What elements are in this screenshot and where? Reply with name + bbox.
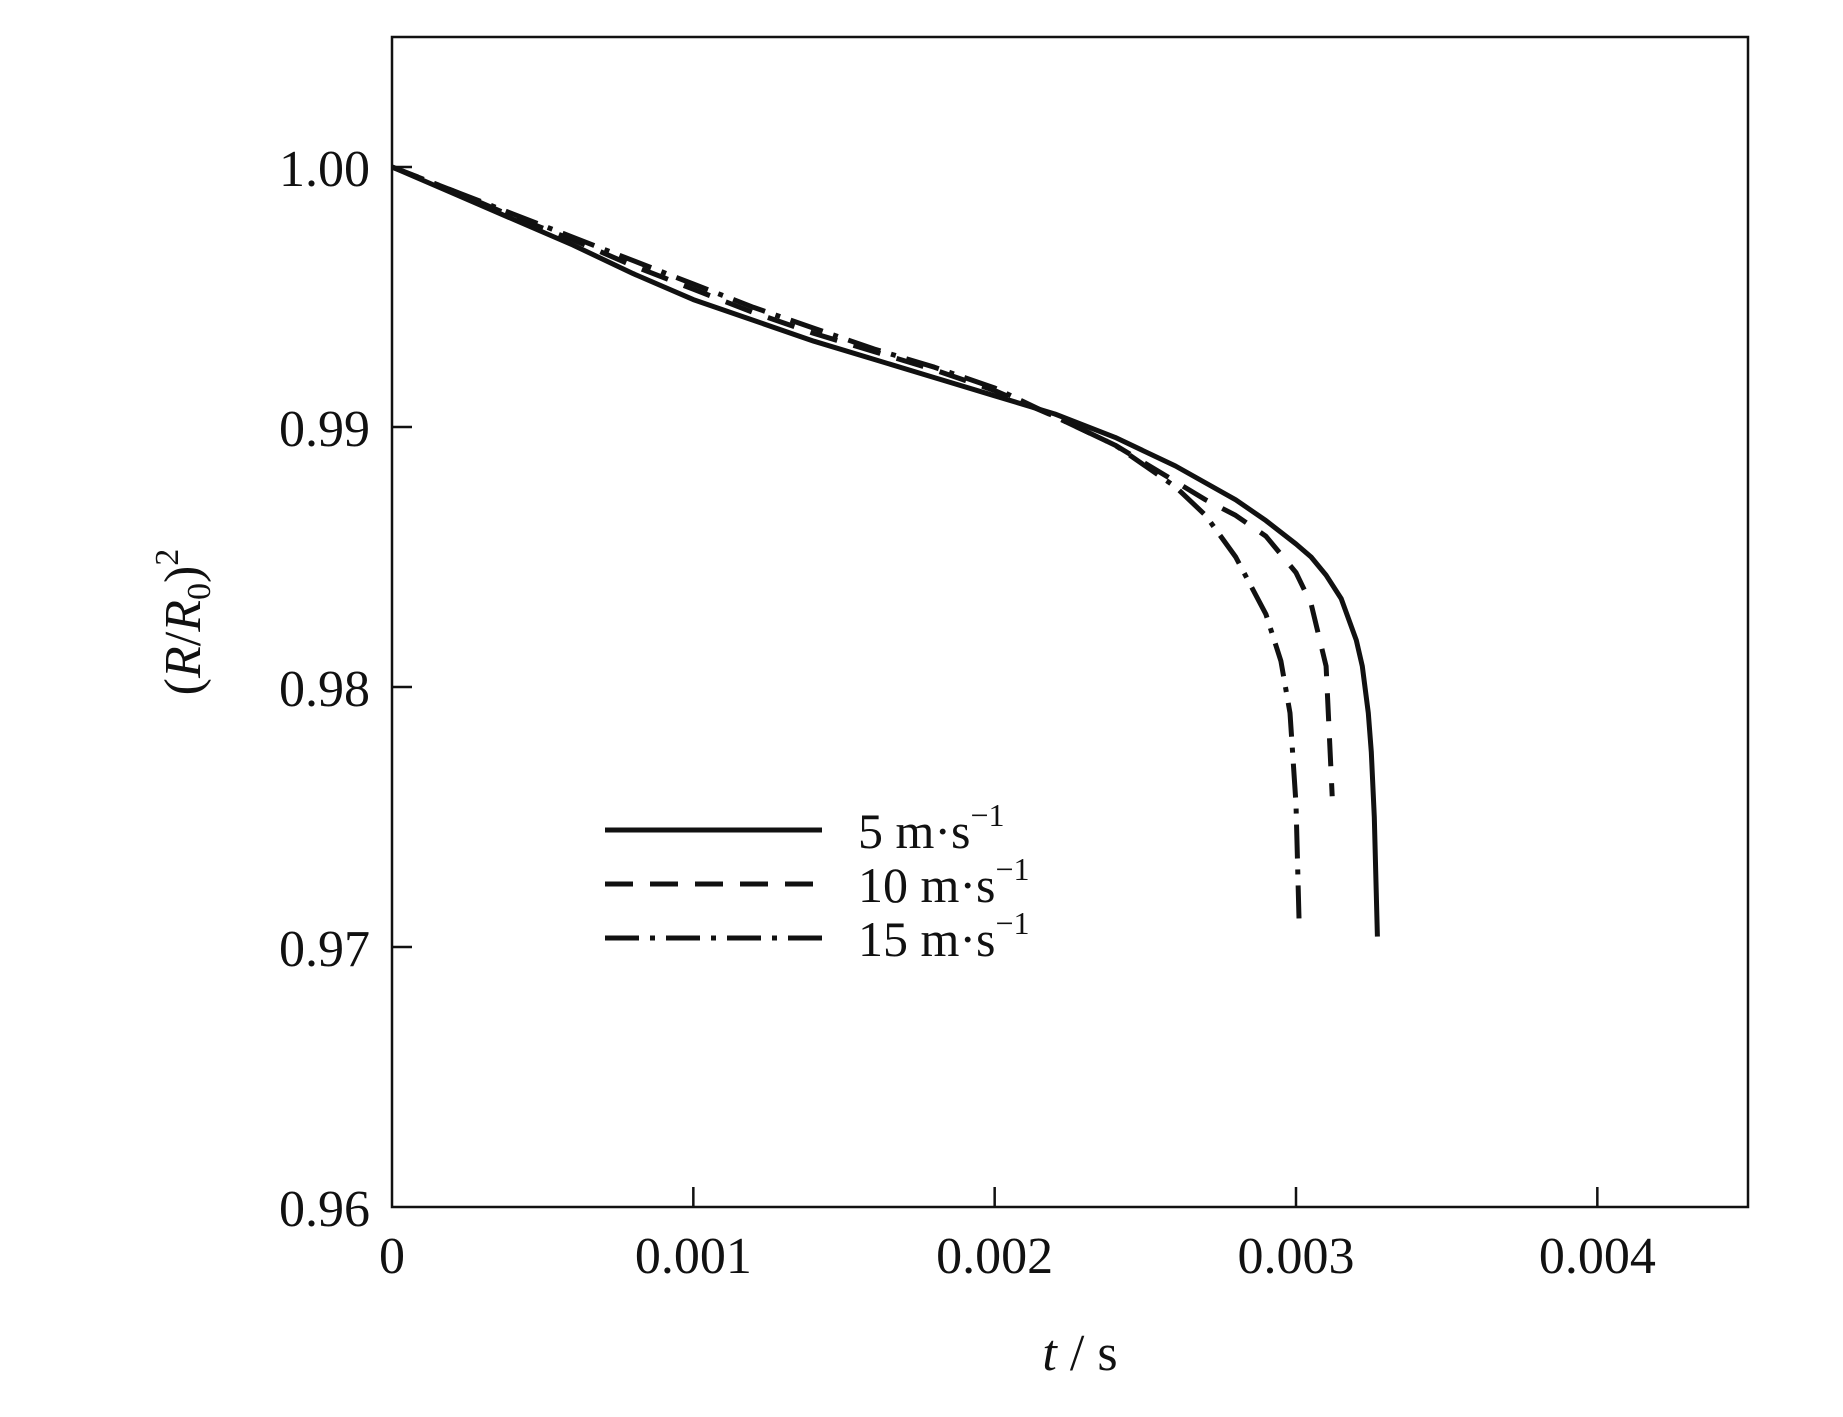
y-axis-label-slash: /	[155, 631, 212, 646]
x-axis-label: t / s	[1042, 1325, 1117, 1382]
y-axis: 0.96 0.97 0.98 0.99 1.00	[279, 141, 412, 1238]
legend-label-10: 10 m·s−1	[858, 851, 1030, 913]
x-tick-label: 0	[379, 1228, 405, 1285]
y-tick-label: 0.97	[279, 921, 370, 978]
x-tick-label: 0.004	[1539, 1228, 1656, 1285]
y-axis-label-superscript: 2	[149, 549, 186, 566]
series-line-0	[391, 164, 1380, 937]
y-axis-label-r: R	[155, 646, 212, 679]
series-line-2	[391, 164, 1302, 919]
x-axis-label-variable: t	[1042, 1325, 1058, 1382]
plot-frame	[390, 35, 1750, 1209]
y-tick-label: 0.99	[279, 401, 370, 458]
y-axis-label-r0: R	[155, 600, 212, 633]
x-tick-label: 0.001	[635, 1228, 752, 1285]
x-tick-label: 0.003	[1238, 1228, 1355, 1285]
y-axis-label-close: )	[155, 566, 212, 583]
legend-label-5: 5 m·s−1	[858, 797, 1005, 859]
legend-label-15: 15 m·s−1	[858, 905, 1030, 967]
y-tick-label: 0.96	[279, 1181, 370, 1238]
y-tick-label: 0.98	[279, 661, 370, 718]
x-axis-label-unit: / s	[1057, 1325, 1118, 1382]
y-axis-label: (R/R0)2	[149, 549, 218, 696]
y-axis-label-open: (	[155, 678, 212, 695]
series-line-1	[391, 164, 1335, 797]
series-lines	[391, 164, 1380, 937]
x-tick-label: 0.002	[936, 1228, 1053, 1285]
y-axis-label-subscript: 0	[181, 583, 218, 600]
x-axis: 0 0.001 0.002 0.003 0.004	[379, 1187, 1656, 1285]
y-tick-label: 1.00	[279, 141, 370, 198]
legend: 5 m·s−1 10 m·s−1 15 m·s−1	[605, 797, 1030, 967]
